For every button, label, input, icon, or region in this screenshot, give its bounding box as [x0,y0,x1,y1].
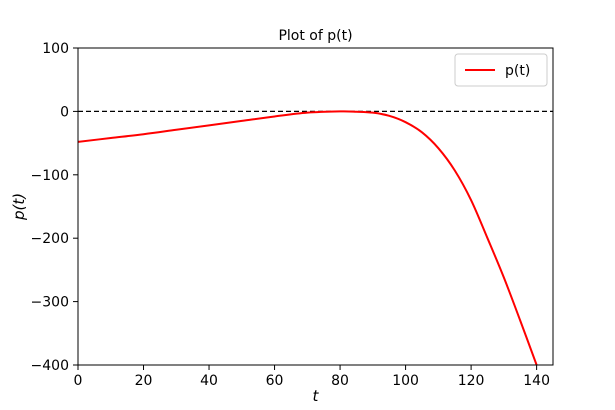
x-tick-label: 140 [523,373,550,389]
x-tick-label: 20 [135,373,153,389]
y-tick-label: −400 [31,358,69,374]
legend-label: p(t) [505,63,530,79]
legend-box [454,53,548,87]
y-tick-label: 0 [60,104,69,120]
x-tick-label: 120 [458,373,485,389]
x-tick-label: 60 [266,373,284,389]
plot-frame [77,47,554,366]
y-tick-label: −200 [31,231,69,247]
y-tick-label: −300 [31,295,69,311]
x-tick-label: 100 [392,373,419,389]
chart-title: Plot of p(t) [278,28,352,44]
x-tick-label: 0 [74,373,83,389]
series-line-p-t- [78,110,538,365]
x-axis-label: t [313,387,320,405]
y-axis-label: p(t) [10,193,28,221]
y-tick-label: −100 [31,168,69,184]
y-tick-label: 100 [42,41,69,57]
x-tick-label: 80 [331,373,349,389]
x-tick-label: 40 [200,373,218,389]
